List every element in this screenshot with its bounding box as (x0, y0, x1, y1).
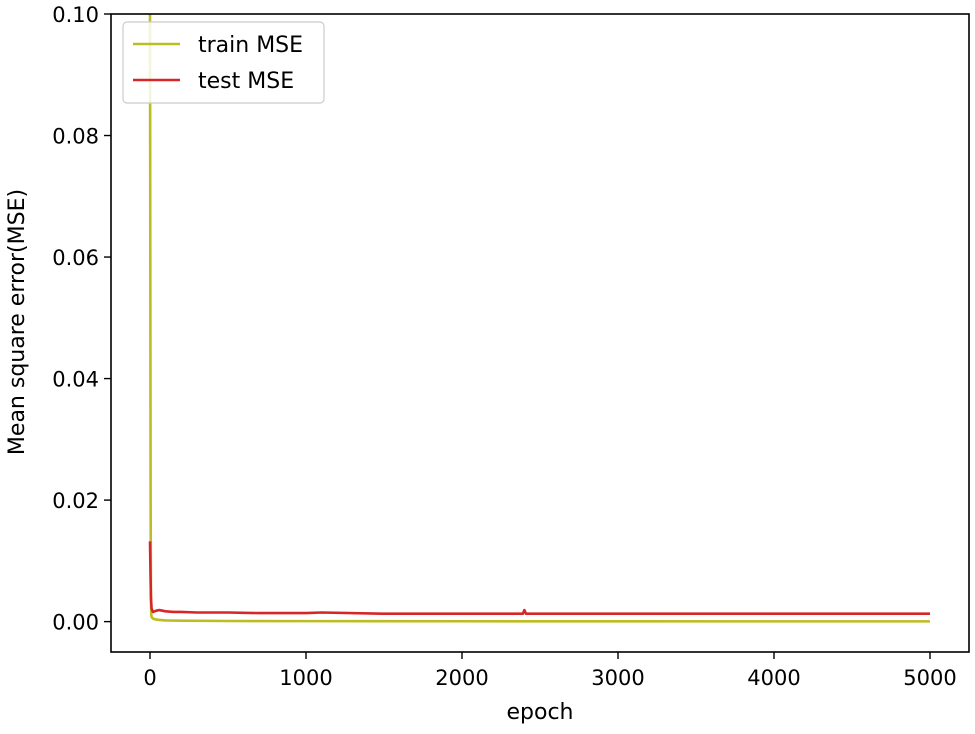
x-tick-label: 5000 (903, 666, 956, 690)
axes: 0 1000 2000 3000 4000 5000 0.00 0.02 0.04 0.06 0.0… (52, 3, 970, 690)
x-axis-label: epoch (507, 700, 574, 725)
legend-box (122, 21, 325, 104)
y-tick-label: 0.10 (52, 3, 99, 27)
x-tick-label: 0 (143, 666, 156, 690)
series-line-train-mse (148, 14, 930, 623)
y-tick-label: 0.04 (52, 368, 99, 392)
series-lines (148, 14, 930, 623)
x-tick-label: 3000 (591, 666, 644, 690)
y-tick-label: 0.08 (52, 125, 99, 149)
series-line-test-mse (148, 541, 930, 616)
x-tick-label: 2000 (435, 666, 488, 690)
y-tick-label: 0.06 (52, 246, 99, 270)
y-tick-label: 0.00 (52, 611, 99, 635)
legend-label-train-mse: train MSE (198, 33, 303, 58)
plot-content (148, 14, 930, 623)
y-axis-label: Mean square error(MSE) (5, 189, 30, 455)
x-tick-label: 1000 (279, 666, 332, 690)
legend-label-test-mse: test MSE (198, 69, 294, 94)
y-tick-label: 0.02 (52, 489, 99, 513)
legend: train MSE test MSE (122, 21, 325, 104)
axes-frame (110, 13, 970, 653)
x-tick-label: 4000 (747, 666, 800, 690)
